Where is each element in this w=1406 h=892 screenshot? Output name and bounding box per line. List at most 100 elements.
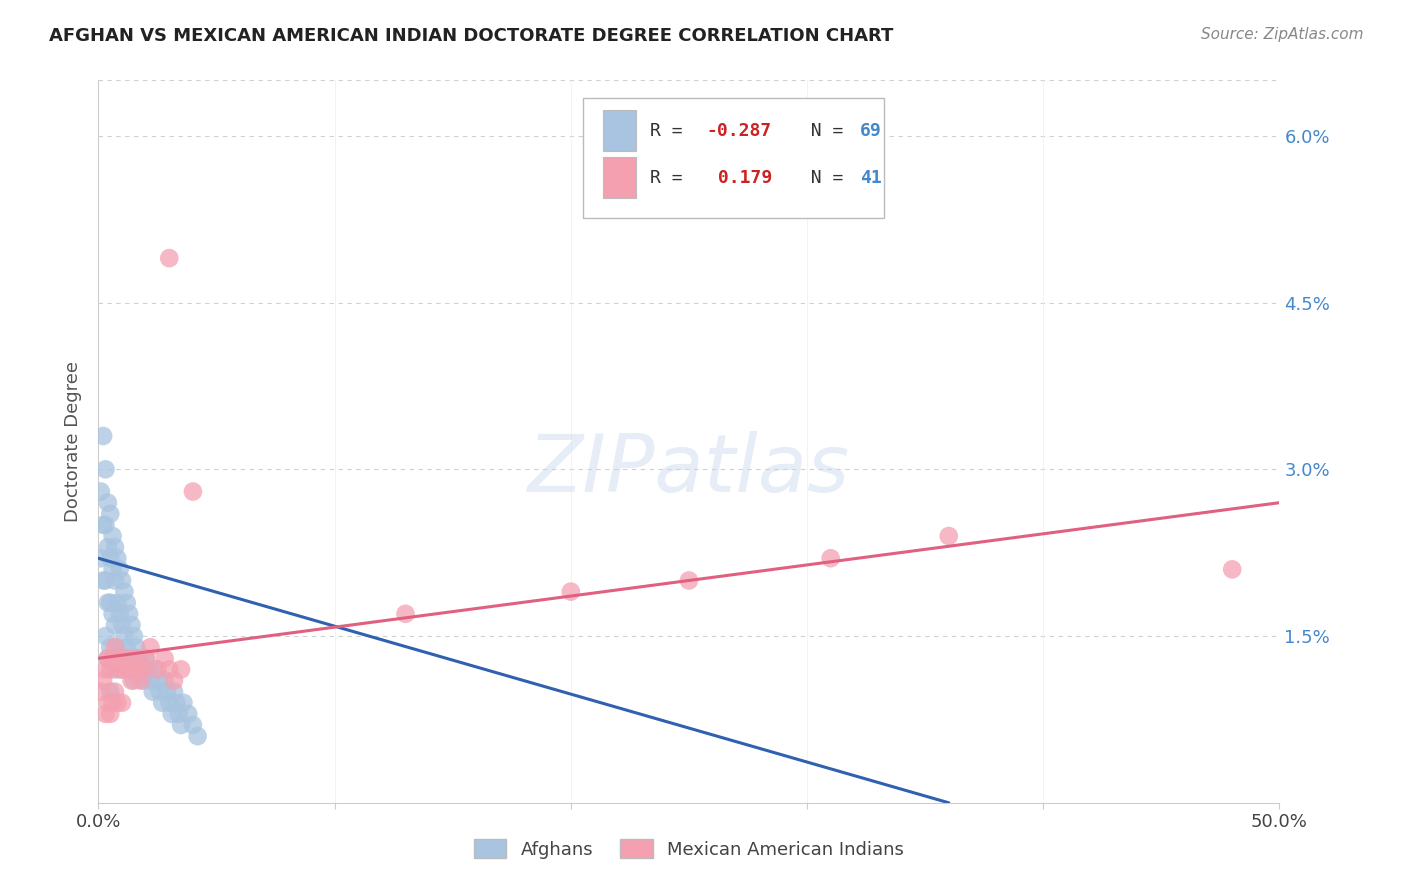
Point (129, 673, 152, 688)
Point (128, 662, 150, 676)
Point (94, 662, 117, 676)
Point (820, 551, 842, 566)
Point (101, 651, 124, 665)
Point (163, 673, 186, 688)
Point (125, 640, 148, 655)
Point (121, 662, 143, 676)
Point (91, 517, 114, 532)
Point (108, 651, 131, 665)
Point (104, 640, 127, 655)
Text: N =: N = (789, 122, 855, 140)
Point (121, 618, 143, 632)
Point (1220, 562, 1243, 576)
Point (105, 640, 128, 655)
Text: 41: 41 (860, 169, 882, 187)
Point (115, 640, 138, 655)
Point (135, 651, 157, 665)
Point (97, 696, 120, 710)
Point (105, 551, 128, 566)
Text: Source: ZipAtlas.com: Source: ZipAtlas.com (1201, 27, 1364, 42)
Point (104, 574, 127, 588)
Point (149, 684, 172, 698)
Point (115, 651, 138, 665)
Point (90, 484, 112, 499)
Text: -0.287: -0.287 (707, 122, 772, 140)
Point (163, 684, 186, 698)
Point (111, 696, 134, 710)
Legend: Afghans, Mexican American Indians: Afghans, Mexican American Indians (467, 832, 911, 866)
Point (105, 596, 128, 610)
Point (118, 607, 141, 621)
Point (104, 618, 127, 632)
Point (156, 684, 179, 698)
Point (157, 696, 180, 710)
Bar (603, 157, 636, 199)
Point (104, 684, 127, 698)
Point (98, 662, 121, 676)
Point (104, 662, 127, 676)
Point (111, 651, 134, 665)
Point (97, 496, 120, 510)
Point (111, 574, 134, 588)
Point (165, 696, 187, 710)
Point (157, 662, 180, 676)
Point (146, 662, 169, 676)
Point (91, 429, 114, 443)
Point (115, 596, 138, 610)
Point (129, 662, 152, 676)
Point (101, 607, 124, 621)
Point (91, 574, 114, 588)
Point (121, 673, 143, 688)
Point (160, 706, 183, 721)
Point (97, 651, 120, 665)
Point (560, 584, 582, 599)
Point (181, 718, 204, 732)
Point (97, 651, 120, 665)
Point (187, 729, 209, 743)
Point (111, 618, 134, 632)
Point (139, 673, 162, 688)
Point (172, 696, 194, 710)
Point (112, 584, 135, 599)
Bar (603, 110, 636, 152)
Point (132, 673, 155, 688)
Point (170, 662, 193, 676)
Point (122, 662, 145, 676)
Point (157, 251, 180, 265)
Point (90, 684, 112, 698)
Point (108, 662, 131, 676)
Point (181, 484, 204, 499)
Point (90, 551, 112, 566)
Point (105, 696, 128, 710)
Point (128, 651, 150, 665)
Point (136, 662, 159, 676)
Point (108, 607, 131, 621)
Point (394, 607, 416, 621)
Point (98, 706, 121, 721)
Point (94, 574, 117, 588)
Point (94, 517, 117, 532)
Point (91, 673, 114, 688)
Point (97, 596, 120, 610)
Text: R =: R = (650, 169, 693, 187)
Text: ZIPatlas: ZIPatlas (527, 432, 851, 509)
Point (98, 640, 121, 655)
Point (112, 662, 135, 676)
Point (938, 529, 960, 543)
Point (112, 629, 135, 643)
Point (98, 596, 121, 610)
Point (153, 651, 176, 665)
Point (98, 684, 121, 698)
Text: 0.179: 0.179 (707, 169, 772, 187)
Point (108, 562, 131, 576)
Point (101, 529, 124, 543)
FancyBboxPatch shape (582, 98, 884, 218)
Point (125, 651, 148, 665)
Point (111, 662, 134, 676)
Point (101, 651, 124, 665)
Point (142, 684, 165, 698)
Text: AFGHAN VS MEXICAN AMERICAN INDIAN DOCTORATE DEGREE CORRELATION CHART: AFGHAN VS MEXICAN AMERICAN INDIAN DOCTOR… (49, 27, 894, 45)
Text: R =: R = (650, 122, 693, 140)
Point (153, 673, 176, 688)
Point (146, 673, 169, 688)
